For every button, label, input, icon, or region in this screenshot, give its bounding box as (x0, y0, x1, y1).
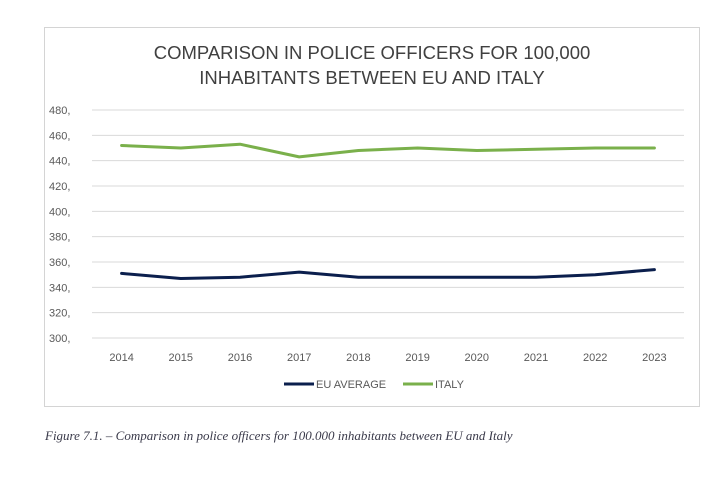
x-tick-label: 2020 (465, 352, 489, 364)
y-tick-label: 340, (49, 282, 70, 294)
chart-frame: COMPARISON IN POLICE OFFICERS FOR 100,00… (44, 27, 700, 407)
x-tick-label: 2015 (169, 352, 193, 364)
series-lines (120, 142, 656, 280)
x-tick-label: 2023 (642, 352, 666, 364)
x-tick-label: 2017 (287, 352, 311, 364)
x-tick-label: 2016 (228, 352, 252, 364)
y-tick-label: 480, (49, 105, 70, 117)
chart-title-line-1: COMPARISON IN POLICE OFFICERS FOR 100,00… (153, 42, 591, 63)
figure-caption: Figure 7.1. – Comparison in police offic… (45, 428, 513, 443)
x-tick-label: 2018 (346, 352, 370, 364)
x-axis-tick-labels: 2014 2015 2016 2017 2018 2019 2020 2021 2022 2023 (109, 352, 666, 364)
y-tick-label: 380, (49, 232, 70, 244)
gridlines (92, 109, 684, 339)
legend-label: ITALY (435, 379, 465, 391)
y-tick-label: 460, (49, 130, 70, 142)
y-tick-label: 300, (49, 333, 70, 345)
x-tick-label: 2021 (524, 352, 548, 364)
y-tick-label: 440, (49, 156, 70, 168)
legend-label: EU AVERAGE (316, 379, 386, 391)
x-tick-label: 2019 (405, 352, 429, 364)
chart-title: COMPARISON IN POLICE OFFICERS FOR 100,00… (45, 40, 699, 90)
y-tick-label: 320, (49, 308, 70, 320)
y-axis-tick-labels: 300, 320, 340, 360, 380, 400, 420, 440, 460, 480, (49, 105, 70, 345)
series-line-italy (120, 142, 656, 159)
x-tick-label: 2014 (109, 352, 133, 364)
y-tick-label: 400, (49, 206, 70, 218)
legend: EU AVERAGE ITALY (284, 379, 465, 391)
chart-title-line-2: INHABITANTS BETWEEN EU AND ITALY (199, 67, 545, 88)
y-tick-label: 360, (49, 257, 70, 269)
y-tick-label: 420, (49, 181, 70, 193)
line-chart: 300, 320, 340, 360, 380, 400, 420, 440, 460, 480,… (49, 105, 684, 391)
x-tick-label: 2022 (583, 352, 607, 364)
series-line-eu-average (120, 268, 656, 280)
